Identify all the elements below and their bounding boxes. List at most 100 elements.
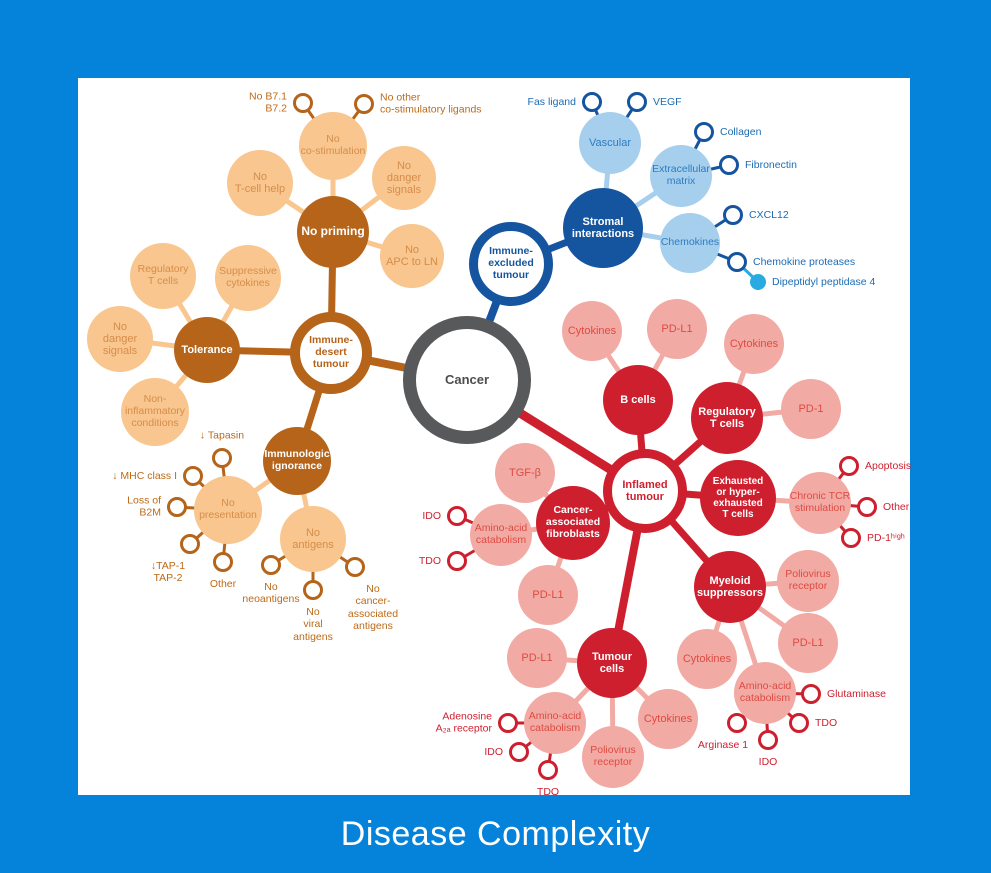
no-co-stimulation-label: No co-stimulation: [300, 133, 366, 157]
regulatory-t-cells-label: Regulatory T cells: [698, 405, 756, 430]
title-bar: Disease Complexity: [0, 795, 991, 873]
no-danger-signals-tolerance-label: No danger signals: [102, 320, 138, 358]
tap-1-tap-2-marker-circle: [180, 534, 200, 554]
tdo-myeloid-marker-circle: [789, 713, 809, 733]
myeloid-suppressors-label: Myeloid suppressors: [696, 574, 764, 599]
no-neoantigens-label: No neoantigens: [242, 581, 300, 606]
pd-1-high-label: PD-1ʰⁱᵍʰ: [867, 531, 905, 544]
node-no-antigens: No antigens: [280, 506, 346, 572]
adenosine-a2a-receptor-label: Adenosine A₂ₐ receptor: [435, 710, 492, 735]
node-extracellular-matrix: Extracellular matrix: [650, 145, 712, 207]
node-exhausted-t-cells: Exhausted or hyper- exhausted T cells: [700, 460, 776, 536]
tdo-caf-label: TDO: [418, 554, 441, 567]
adenosine-a2a-receptor-marker-circle: [498, 713, 518, 733]
pd-l1-myeloid-label: PD-L1: [792, 636, 824, 649]
other-tcr-marker-circle: [857, 497, 877, 517]
amino-acid-catabolism-caf-label: Amino-acid catabolism: [474, 522, 528, 546]
node-non-inflammatory-conditions: Non- inflammatory conditions: [121, 378, 189, 446]
no-danger-signals-priming-label: No danger signals: [386, 159, 422, 197]
apoptosis-marker-circle: [839, 456, 859, 476]
regulatory-t-cells-tolerance-label: Regulatory T cells: [137, 263, 189, 287]
arginase-1-label: Arginase 1: [697, 739, 749, 751]
cxcl12-label: CXCL12: [749, 208, 789, 221]
node-suppressive-cytokines: Suppressive cytokines: [215, 245, 281, 311]
chemokine-proteases-marker-circle: [727, 252, 747, 272]
suppressive-cytokines-label: Suppressive cytokines: [219, 265, 277, 289]
mhc-class-i-marker-circle: [183, 466, 203, 486]
node-immunologic-ignorance: Immunologic ignorance: [263, 427, 331, 495]
node-cytokines-b-cells: Cytokines: [562, 301, 622, 361]
dipeptidyl-peptidase-4-label: Dipeptidyl peptidase 4: [772, 275, 876, 288]
node-stromal-interactions: Stromal interactions: [563, 188, 643, 268]
node-cytokines-myeloid: Cytokines: [677, 629, 737, 689]
ido-caf-label: IDO: [422, 509, 441, 522]
node-cytokines-reg-t: Cytokines: [724, 314, 784, 374]
no-other-costimulatory-ligands-marker-circle: [354, 94, 374, 114]
node-pd-l1-caf: PD-L1: [518, 565, 578, 625]
tapasin-label: ↓ Tapasin: [199, 429, 245, 442]
amino-acid-catabolism-tumour-label: Amino-acid catabolism: [528, 710, 582, 734]
other-presentation-marker-circle: [213, 552, 233, 572]
no-cancer-associated-antigens-label: No cancer- associated antigens: [347, 583, 399, 633]
extracellular-matrix-label: Extracellular matrix: [652, 163, 710, 187]
cancer-associated-fibroblasts-label: Cancer- associated fibroblasts: [545, 504, 601, 540]
node-no-danger-signals-priming: No danger signals: [372, 146, 436, 210]
node-no-apc-to-ln: No APC to LN: [380, 224, 444, 288]
node-poliovirus-receptor-myeloid: Poliovirus receptor: [777, 550, 839, 612]
no-apc-to-ln-label: No APC to LN: [386, 243, 438, 268]
node-no-presentation: No presentation: [194, 476, 262, 544]
fibronectin-marker-circle: [719, 155, 739, 175]
node-chronic-tcr-stimulation: Chronic TCR stimulation: [789, 472, 851, 534]
b-cells-label: B cells: [620, 393, 656, 406]
node-regulatory-t-cells-tolerance: Regulatory T cells: [130, 243, 196, 309]
no-viral-antigens-label: No viral antigens: [293, 606, 333, 643]
node-no-co-stimulation: No co-stimulation: [299, 112, 367, 180]
other-presentation-label: Other: [209, 578, 237, 590]
tolerance-label: Tolerance: [181, 343, 233, 356]
tumour-cells-label: Tumour cells: [591, 650, 633, 675]
no-priming-label: No priming: [301, 224, 365, 239]
ido-myeloid-label: IDO: [758, 756, 778, 768]
cytokines-b-cells-label: Cytokines: [567, 324, 617, 337]
fas-ligand-marker-circle: [582, 92, 602, 112]
node-tolerance: Tolerance: [174, 317, 240, 383]
node-regulatory-t-cells: Regulatory T cells: [691, 382, 763, 454]
node-inflamed-tumour: Inflamed tumour: [603, 449, 687, 533]
pd-l1-tumour-label: PD-L1: [521, 651, 553, 664]
apoptosis-label: Apoptosis: [865, 459, 912, 472]
node-no-priming: No priming: [297, 196, 369, 268]
no-cancer-associated-antigens-marker-circle: [345, 557, 365, 577]
glutaminase-label: Glutaminase: [827, 687, 886, 700]
tap-1-tap-2-label: ↓TAP-1 TAP-2: [150, 560, 186, 585]
node-amino-acid-catabolism-tumour: Amino-acid catabolism: [524, 692, 586, 754]
node-b-cells: B cells: [603, 365, 673, 435]
no-other-costimulatory-ligands-label: No other co-stimulatory ligands: [380, 91, 482, 116]
node-chemokines: Chemokines: [660, 213, 720, 273]
cytokines-reg-t-label: Cytokines: [729, 337, 779, 350]
node-cytokines-tumour: Cytokines: [638, 689, 698, 749]
immune-desert-tumour-label: Immune- desert tumour: [309, 334, 353, 370]
dipeptidyl-peptidase-4-marker-circle: [750, 274, 766, 290]
tdo-tumour-marker-circle: [538, 760, 558, 780]
collagen-label: Collagen: [720, 125, 762, 138]
immunologic-ignorance-label: Immunologic ignorance: [264, 448, 330, 472]
cytokines-tumour-label: Cytokines: [643, 712, 693, 725]
inflamed-tumour-label: Inflamed tumour: [622, 478, 668, 503]
node-no-danger-signals-tolerance: No danger signals: [87, 306, 153, 372]
node-pd-l1-tumour: PD-L1: [507, 628, 567, 688]
mhc-class-i-label: ↓ MHC class I: [112, 469, 177, 482]
no-antigens-label: No antigens: [292, 526, 334, 551]
ido-caf-marker-circle: [447, 506, 467, 526]
immune-excluded-tumour-label: Immune- excluded tumour: [488, 245, 534, 281]
node-poliovirus-receptor-tumour: Poliovirus receptor: [582, 726, 644, 788]
amino-acid-catabolism-myeloid-label: Amino-acid catabolism: [738, 680, 792, 704]
chemokine-proteases-label: Chemokine proteases: [753, 255, 856, 268]
node-amino-acid-catabolism-myeloid: Amino-acid catabolism: [734, 662, 796, 724]
no-b7-label: No B7.1 B7.2: [249, 90, 287, 115]
pd-l1-caf-label: PD-L1: [532, 588, 564, 601]
vegf-label: VEGF: [653, 95, 682, 108]
node-vascular: Vascular: [579, 112, 641, 174]
no-viral-antigens-marker-circle: [303, 580, 323, 600]
no-presentation-label: No presentation: [199, 497, 257, 521]
stromal-interactions-label: Stromal interactions: [571, 215, 635, 240]
